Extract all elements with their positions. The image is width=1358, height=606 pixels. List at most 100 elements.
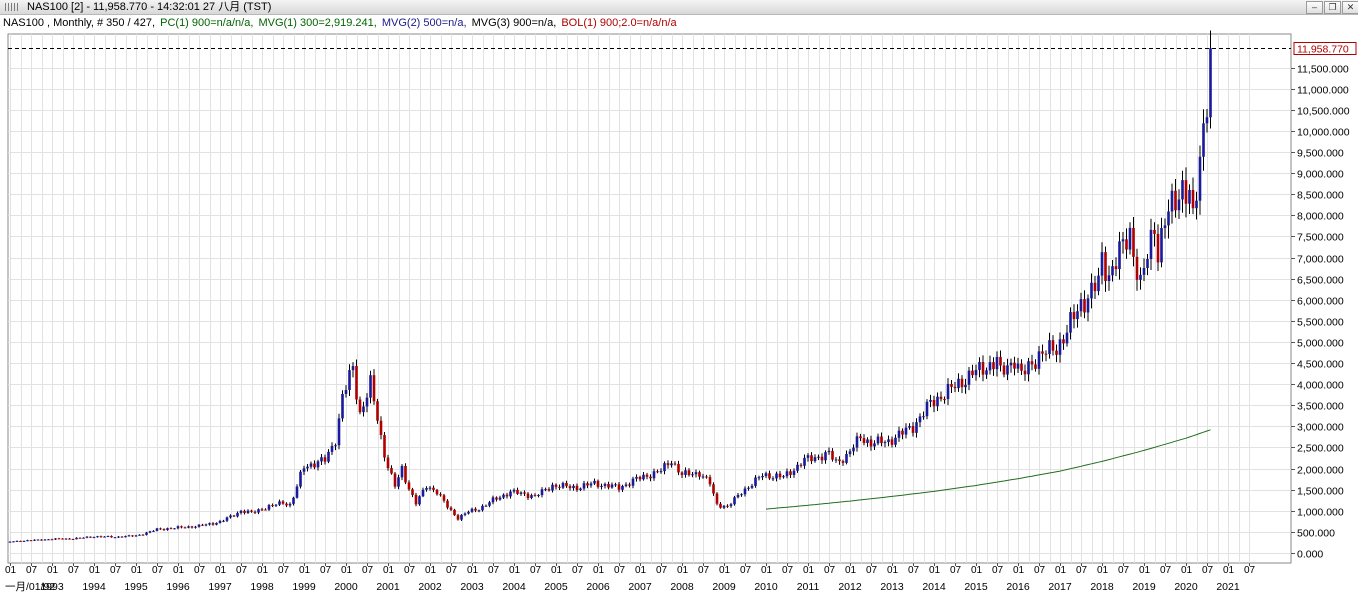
- candle-down: [1030, 361, 1034, 365]
- candle-down: [645, 474, 649, 477]
- candle-up: [295, 486, 299, 498]
- x-month-label: 07: [152, 565, 164, 576]
- x-year-label: 2005: [544, 581, 568, 593]
- candle-up: [64, 538, 68, 540]
- candle-down: [673, 463, 677, 465]
- candle-up: [467, 511, 470, 514]
- candle-down: [323, 457, 327, 462]
- candle-up: [33, 539, 36, 541]
- candle-up: [208, 523, 211, 525]
- candle-down: [57, 538, 61, 540]
- x-month-label: 07: [26, 565, 38, 576]
- candle-down: [992, 362, 995, 370]
- x-month-label: 07: [194, 565, 206, 576]
- candle-up: [425, 488, 428, 490]
- candle-up: [204, 524, 208, 526]
- candle-down: [264, 509, 267, 511]
- close-button[interactable]: ✕: [1342, 1, 1358, 14]
- y-tick-label: 9,500.000: [1297, 148, 1344, 160]
- candle-up: [12, 541, 15, 543]
- candle-up: [229, 515, 232, 518]
- x-month-label: 01: [677, 565, 689, 576]
- candle-up: [803, 457, 806, 466]
- candle-up: [134, 535, 138, 537]
- x-month-label: 01: [971, 565, 983, 576]
- candle-up: [824, 452, 827, 461]
- x-year-label: 1994: [82, 581, 106, 593]
- candle-up: [460, 514, 463, 520]
- candle-down: [939, 396, 943, 400]
- candle-up: [747, 487, 750, 489]
- minimize-button[interactable]: –: [1306, 1, 1323, 14]
- candle-up: [750, 485, 754, 488]
- candle-up: [659, 471, 663, 473]
- candle-down: [1083, 299, 1086, 313]
- legend-bol: BOL(1) 900;2.0=n/a/n/a: [561, 17, 677, 29]
- candle-up: [806, 455, 810, 458]
- candle-up: [624, 484, 628, 486]
- candle-up: [365, 397, 369, 407]
- candle-up: [257, 509, 260, 513]
- x-month-label: 01: [341, 565, 353, 576]
- candle-down: [859, 436, 862, 439]
- candle-up: [883, 442, 887, 444]
- candle-up: [701, 476, 705, 478]
- y-tick-label: 3,000.000: [1297, 422, 1344, 434]
- candle-up: [834, 459, 838, 461]
- candle-down: [414, 494, 418, 505]
- candle-down: [726, 505, 729, 507]
- candle-up: [488, 502, 491, 506]
- candle-down: [1013, 362, 1016, 369]
- candle-down: [141, 534, 145, 536]
- candle-up: [691, 474, 694, 476]
- legend-mvg1: MVG(1) 300=2,919.241,: [258, 17, 377, 29]
- candle-down: [911, 426, 915, 433]
- candle-down: [243, 510, 246, 513]
- x-month-label: 07: [908, 565, 920, 576]
- candle-down: [778, 473, 782, 478]
- candle-down: [379, 420, 383, 435]
- candle-up: [652, 471, 656, 479]
- candle-down: [565, 482, 568, 487]
- x-month-label: 07: [698, 565, 710, 576]
- candle-up: [299, 471, 302, 487]
- candle-up: [733, 497, 736, 505]
- y-tick-label: 8,000.000: [1297, 211, 1344, 223]
- candle-up: [1160, 228, 1163, 263]
- restore-button[interactable]: ❐: [1324, 1, 1341, 14]
- x-year-label: 2011: [797, 581, 820, 593]
- candle-up: [344, 390, 348, 394]
- candle-up: [75, 537, 78, 540]
- x-month-label: 01: [1097, 565, 1109, 576]
- x-month-label: 01: [5, 565, 17, 576]
- candle-down: [390, 468, 393, 474]
- x-month-label: 07: [68, 565, 80, 576]
- candle-up: [754, 477, 757, 486]
- y-tick-label: 0.000: [1297, 549, 1323, 561]
- candle-up: [621, 485, 624, 490]
- candle-up: [1118, 241, 1121, 270]
- candle-up: [1065, 332, 1069, 344]
- x-month-label: 07: [530, 565, 542, 576]
- y-tick-label: 3,500.000: [1297, 401, 1344, 413]
- candle-down: [607, 483, 610, 488]
- candle-up: [197, 524, 201, 527]
- candle-up: [316, 461, 320, 468]
- candle-up: [561, 482, 565, 488]
- candle-up: [967, 370, 971, 385]
- candle-down: [554, 484, 558, 487]
- last-price-label: 11,958.770: [1297, 44, 1349, 56]
- y-tick-label: 2,000.000: [1297, 465, 1344, 477]
- candle-down: [358, 399, 362, 413]
- candle-up: [351, 366, 355, 371]
- x-month-label: 07: [866, 565, 878, 576]
- candle-up: [106, 536, 110, 538]
- price-chart[interactable]: 0.000 500.000 1,000.000 1,500.000 2,000.000 2…: [0, 30, 1358, 606]
- candle-up: [292, 497, 295, 504]
- candle-down: [981, 361, 985, 375]
- grip-icon: [5, 3, 19, 11]
- candle-down: [568, 486, 572, 489]
- candle-up: [1100, 252, 1104, 276]
- window-title-bar: NAS100 [2] - 11,958.770 - 14:32:01 27 八月…: [0, 0, 1358, 15]
- candle-down: [715, 493, 719, 504]
